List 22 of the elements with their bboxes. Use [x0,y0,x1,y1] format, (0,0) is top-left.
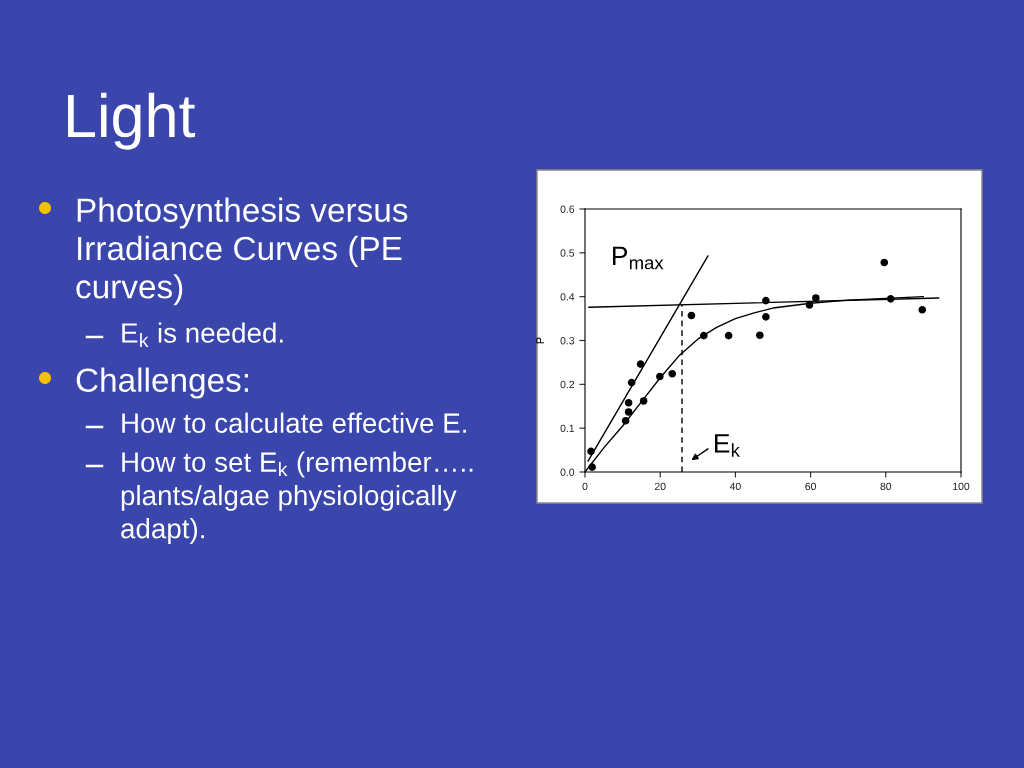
x-tick-label: 80 [880,482,892,491]
y-tick-label: 0.2 [560,380,575,389]
text: E$_{k}$ is needed. [122,322,283,347]
y-axis-title: P [536,337,544,344]
y-tick-label: 0.4 [560,293,575,301]
text: Challenges: [76,367,248,399]
x-tick-label: 20 [654,482,666,491]
text: How to calculate effective E. [122,412,466,433]
y-tick-label: 0.6 [560,205,575,213]
y-tick-label: 0.0 [560,468,575,476]
y-tick-label: 0.5 [560,249,575,257]
text: How to set E$_{k}$ (remember….. plants/algae physiologically adapt). [121,451,473,544]
x-tick-label: 60 [805,482,816,491]
annotation: E$_{k}$ [715,434,740,457]
chart-title: Light [68,92,196,150]
x-tick-label: 0 [582,482,588,491]
y-tick-label: 0.1 [560,424,575,433]
x-tick-label: 40 [729,482,741,491]
annotation: P$_{max}$ [613,246,664,270]
text: Photosynthesis versus Irradiance Curves (PE curves) [76,197,408,306]
x-tick-label: 100 [953,482,970,491]
y-tick-label: 0.3 [560,337,575,345]
